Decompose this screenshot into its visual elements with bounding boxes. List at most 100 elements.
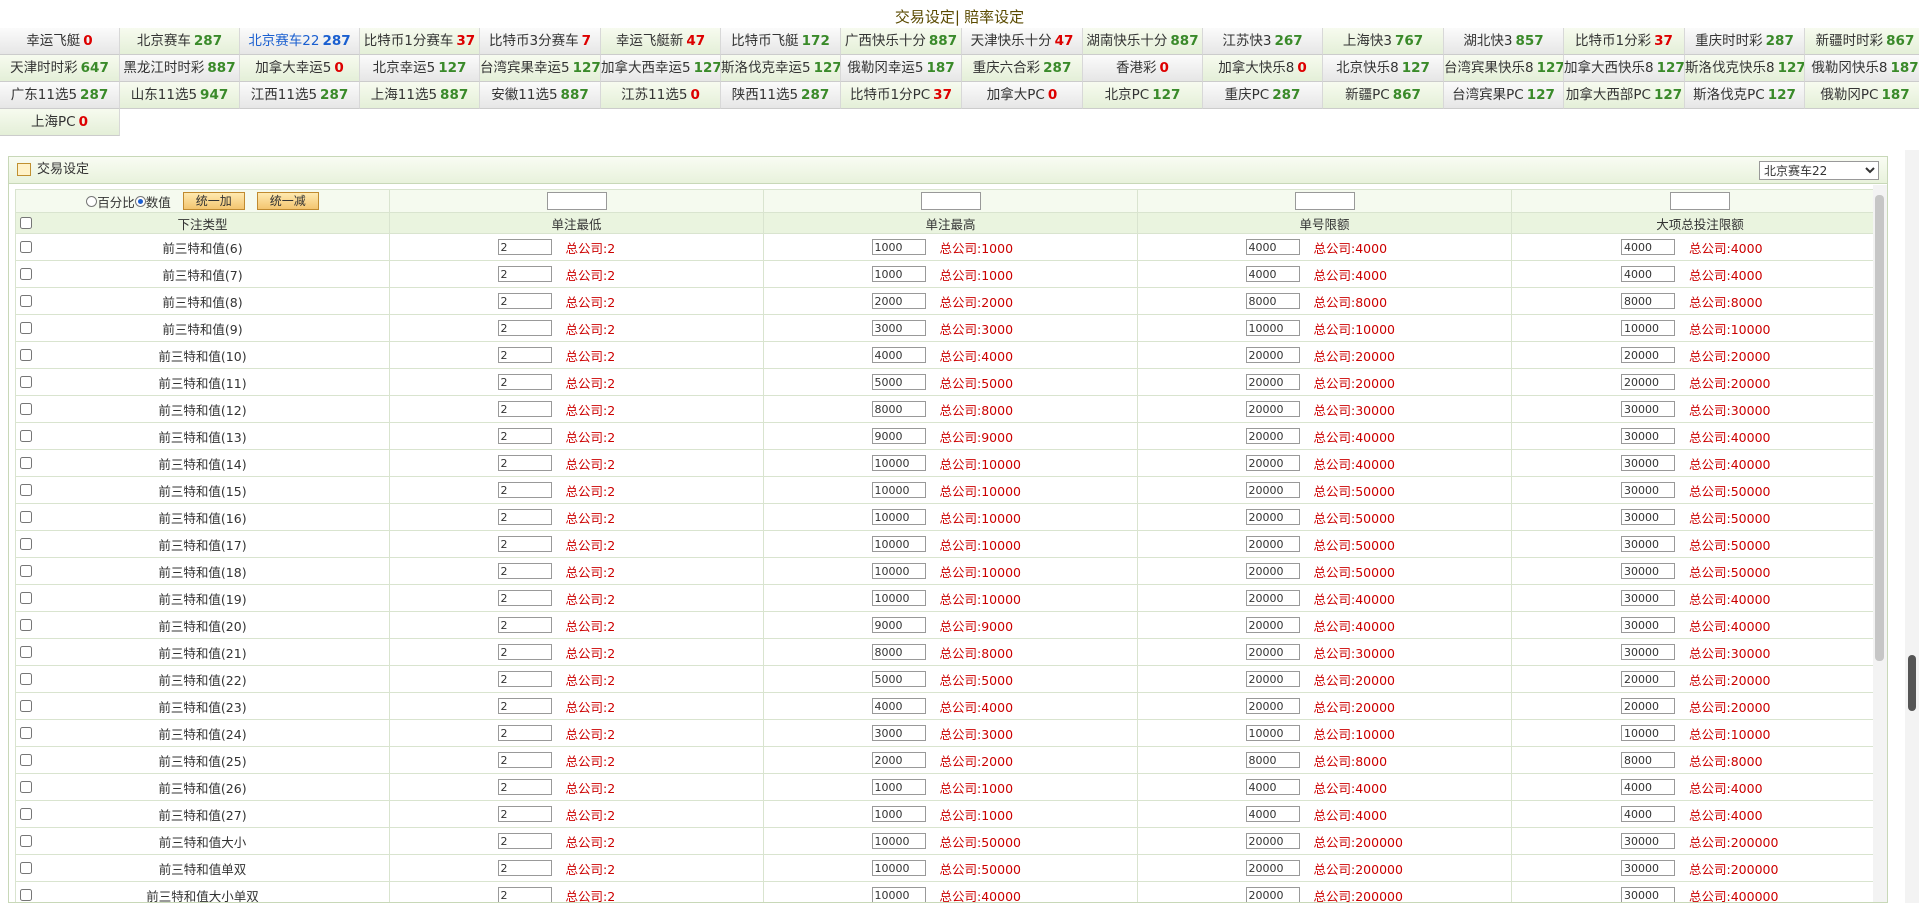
lottery-item[interactable]: 幸运飞艇 0: [0, 28, 120, 55]
lottery-item[interactable]: 斯洛伐克快乐8 127: [1685, 55, 1805, 82]
row-checkbox[interactable]: [20, 673, 32, 685]
row-checkbox[interactable]: [20, 538, 32, 550]
lottery-item[interactable]: 比特币1分彩 37: [1564, 28, 1685, 55]
window-scrollbar[interactable]: [1905, 150, 1919, 903]
big-input[interactable]: [1621, 266, 1675, 282]
min-input[interactable]: [497, 563, 552, 579]
single-input[interactable]: [1245, 725, 1300, 741]
big-input[interactable]: [1621, 698, 1675, 714]
min-input[interactable]: [497, 320, 552, 336]
max-input[interactable]: [871, 347, 926, 363]
lottery-item[interactable]: 俄勒冈PC 187: [1805, 82, 1919, 109]
max-input[interactable]: [871, 482, 926, 498]
big-input[interactable]: [1621, 428, 1675, 444]
lottery-item[interactable]: 湖北快3 857: [1444, 28, 1564, 55]
single-input[interactable]: [1245, 293, 1300, 309]
lottery-item[interactable]: 俄勒冈幸运5 187: [841, 55, 962, 82]
row-checkbox[interactable]: [20, 592, 32, 604]
lottery-item[interactable]: 斯洛伐克PC 127: [1685, 82, 1805, 109]
max-input[interactable]: [871, 671, 926, 687]
single-input[interactable]: [1245, 563, 1300, 579]
min-input[interactable]: [497, 374, 552, 390]
bulk-big-input[interactable]: [1670, 192, 1730, 210]
value-radio[interactable]: [134, 195, 146, 207]
max-input[interactable]: [871, 563, 926, 579]
trade-settings-link[interactable]: 交易设定: [894, 8, 955, 26]
row-checkbox[interactable]: [20, 754, 32, 766]
bulk-min-input[interactable]: [546, 192, 607, 210]
big-input[interactable]: [1621, 374, 1675, 390]
row-checkbox[interactable]: [20, 862, 32, 874]
vertical-scrollbar[interactable]: [1873, 185, 1887, 902]
lottery-item[interactable]: 北京赛车22 287: [240, 28, 360, 55]
single-input[interactable]: [1245, 509, 1300, 525]
lottery-item[interactable]: 香港彩 0: [1083, 55, 1203, 82]
min-input[interactable]: [497, 887, 552, 902]
min-input[interactable]: [497, 266, 552, 282]
big-input[interactable]: [1621, 671, 1675, 687]
row-checkbox[interactable]: [20, 241, 32, 253]
single-input[interactable]: [1245, 455, 1300, 471]
single-input[interactable]: [1245, 752, 1300, 768]
lottery-item[interactable]: 台湾宾果幸运5 127: [480, 55, 601, 82]
max-input[interactable]: [871, 320, 926, 336]
big-input[interactable]: [1621, 887, 1675, 902]
min-input[interactable]: [497, 347, 552, 363]
lottery-item[interactable]: 天津时时彩 647: [0, 55, 120, 82]
lottery-item[interactable]: 重庆六合彩 287: [962, 55, 1083, 82]
min-input[interactable]: [497, 860, 552, 876]
lottery-item[interactable]: 重庆PC 287: [1203, 82, 1323, 109]
min-input[interactable]: [497, 833, 552, 849]
big-input[interactable]: [1621, 725, 1675, 741]
lottery-item[interactable]: 加拿大幸运5 0: [240, 55, 360, 82]
single-input[interactable]: [1245, 482, 1300, 498]
lottery-item[interactable]: 新疆时时彩 867: [1805, 28, 1919, 55]
lottery-select[interactable]: 北京赛车22: [1759, 161, 1879, 180]
big-input[interactable]: [1621, 590, 1675, 606]
single-input[interactable]: [1245, 617, 1300, 633]
lottery-item[interactable]: 幸运飞艇新 47: [601, 28, 721, 55]
big-input[interactable]: [1621, 320, 1675, 336]
max-input[interactable]: [871, 428, 926, 444]
lottery-item[interactable]: 加拿大西幸运5 127: [601, 55, 721, 82]
lottery-item[interactable]: 上海快3 767: [1323, 28, 1444, 55]
lottery-item[interactable]: 天津快乐十分 47: [962, 28, 1083, 55]
lottery-item[interactable]: 加拿大西快乐8 127: [1564, 55, 1685, 82]
max-input[interactable]: [871, 536, 926, 552]
min-input[interactable]: [497, 617, 552, 633]
min-input[interactable]: [497, 509, 552, 525]
lottery-item[interactable]: 北京快乐8 127: [1323, 55, 1444, 82]
max-input[interactable]: [871, 887, 926, 902]
row-checkbox[interactable]: [20, 484, 32, 496]
big-input[interactable]: [1621, 239, 1675, 255]
max-input[interactable]: [871, 644, 926, 660]
row-checkbox[interactable]: [20, 268, 32, 280]
big-input[interactable]: [1621, 509, 1675, 525]
single-input[interactable]: [1245, 671, 1300, 687]
big-input[interactable]: [1621, 752, 1675, 768]
row-checkbox[interactable]: [20, 700, 32, 712]
lottery-item[interactable]: 比特币1分PC 37: [841, 82, 962, 109]
row-checkbox[interactable]: [20, 889, 32, 901]
lottery-item[interactable]: 加拿大西部PC 127: [1564, 82, 1685, 109]
min-input[interactable]: [497, 752, 552, 768]
min-input[interactable]: [497, 482, 552, 498]
lottery-item[interactable]: 比特币1分赛车 37: [360, 28, 480, 55]
lottery-item[interactable]: 北京PC 127: [1083, 82, 1203, 109]
big-input[interactable]: [1621, 779, 1675, 795]
big-input[interactable]: [1621, 293, 1675, 309]
scrollbar-thumb[interactable]: [1875, 195, 1884, 661]
max-input[interactable]: [871, 806, 926, 822]
row-checkbox[interactable]: [20, 781, 32, 793]
bulk-max-input[interactable]: [920, 192, 981, 210]
big-input[interactable]: [1621, 401, 1675, 417]
row-checkbox[interactable]: [20, 430, 32, 442]
lottery-item[interactable]: 北京幸运5 127: [360, 55, 480, 82]
big-input[interactable]: [1621, 833, 1675, 849]
lottery-item[interactable]: 台湾宾果PC 127: [1444, 82, 1564, 109]
max-input[interactable]: [871, 293, 926, 309]
row-checkbox[interactable]: [20, 808, 32, 820]
row-checkbox[interactable]: [20, 376, 32, 388]
single-input[interactable]: [1245, 887, 1300, 902]
min-input[interactable]: [497, 590, 552, 606]
